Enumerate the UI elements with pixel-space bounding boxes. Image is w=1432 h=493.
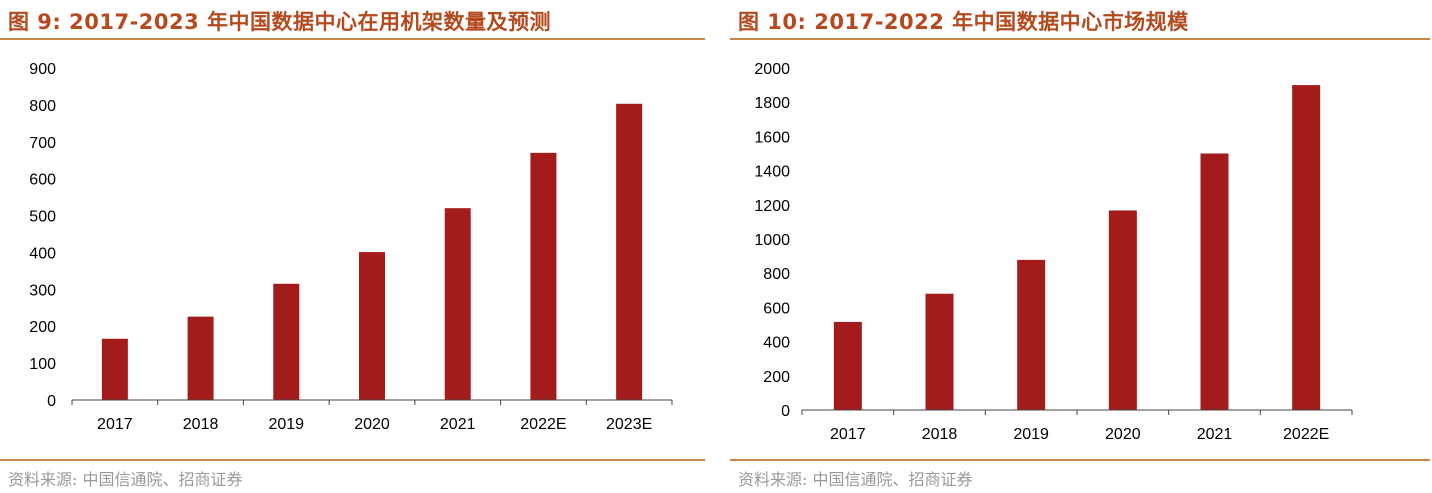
bar: [1108, 210, 1137, 410]
x-tick-label: 2017: [97, 416, 133, 433]
bar: [1200, 153, 1229, 410]
y-tick-label: 0: [781, 403, 790, 420]
x-tick-label: 2018: [183, 416, 219, 433]
bar: [187, 316, 214, 400]
y-tick-label: 700: [29, 135, 56, 152]
x-tick-label: 2020: [354, 416, 390, 433]
y-tick-label: 0: [47, 393, 56, 410]
bar: [616, 103, 643, 400]
bar: [833, 321, 862, 410]
x-tick-label: 2021: [440, 416, 476, 433]
chart-title: 图 9: 2017-2023 年中国数据中心在用机架数量及预测: [8, 10, 552, 34]
source-divider: [730, 459, 1430, 461]
y-tick-label: 600: [29, 172, 56, 189]
bar: [1017, 259, 1046, 410]
y-tick-label: 800: [29, 98, 56, 115]
bar: [273, 283, 300, 400]
y-tick-label: 200: [763, 369, 790, 386]
chart-panel-rack-count: 图 9: 2017-2023 年中国数据中心在用机架数量及预测 0 100 200 3…: [0, 0, 705, 493]
y-tick-label: 300: [29, 282, 56, 299]
title-divider: [0, 38, 705, 40]
y-tick-label: 400: [763, 335, 790, 352]
y-tick-label: 1000: [754, 232, 790, 249]
y-tick-label: 900: [29, 61, 56, 78]
bar: [925, 293, 954, 410]
source-divider: [0, 459, 705, 461]
y-tick-label: 100: [29, 356, 56, 373]
x-tick-label: 2018: [922, 426, 958, 443]
bar: [101, 338, 128, 400]
y-tick-label: 500: [29, 209, 56, 226]
y-tick-label: 400: [29, 245, 56, 262]
bar: [444, 208, 471, 400]
x-tick-label: 2017: [830, 426, 866, 443]
x-tick-label: 2019: [268, 416, 304, 433]
bar: [530, 152, 557, 400]
bar: [359, 252, 385, 400]
chart-panel-market-size: 图 10: 2017-2022 年中国数据中心市场规模 0 200 400 600 80…: [730, 0, 1430, 493]
x-tick-label: 2019: [1013, 426, 1049, 443]
y-tick-label: 800: [763, 266, 790, 283]
bar: [1292, 85, 1321, 410]
y-tick-label: 2000: [754, 61, 790, 78]
y-tick-label: 1600: [754, 129, 790, 146]
y-tick-label: 200: [29, 319, 56, 336]
y-tick-label: 1800: [754, 95, 790, 112]
x-tick-label: 2023E: [606, 416, 652, 433]
y-tick-label: 1200: [754, 198, 790, 215]
y-tick-label: 600: [763, 300, 790, 317]
x-tick-label: 2022E: [1283, 426, 1329, 443]
source-note: 资料来源: 中国信通院、招商证券: [8, 470, 243, 489]
x-tick-label: 2020: [1105, 426, 1141, 443]
x-tick-label: 2022E: [520, 416, 566, 433]
y-tick-label: 1400: [754, 164, 790, 181]
chart-title: 图 10: 2017-2022 年中国数据中心市场规模: [738, 10, 1189, 34]
title-divider: [730, 38, 1430, 40]
bar-chart-rack-count: 0 100 200 300 400 500 600 700 800 900 2017 2018 2019…: [29, 61, 673, 433]
x-tick-label: 2021: [1197, 426, 1233, 443]
bar-chart-market-size: 0 200 400 600 800 1000 1200 1400 1600 1800 2000 201…: [754, 61, 1353, 443]
source-note: 资料来源: 中国信通院、招商证券: [738, 470, 973, 489]
